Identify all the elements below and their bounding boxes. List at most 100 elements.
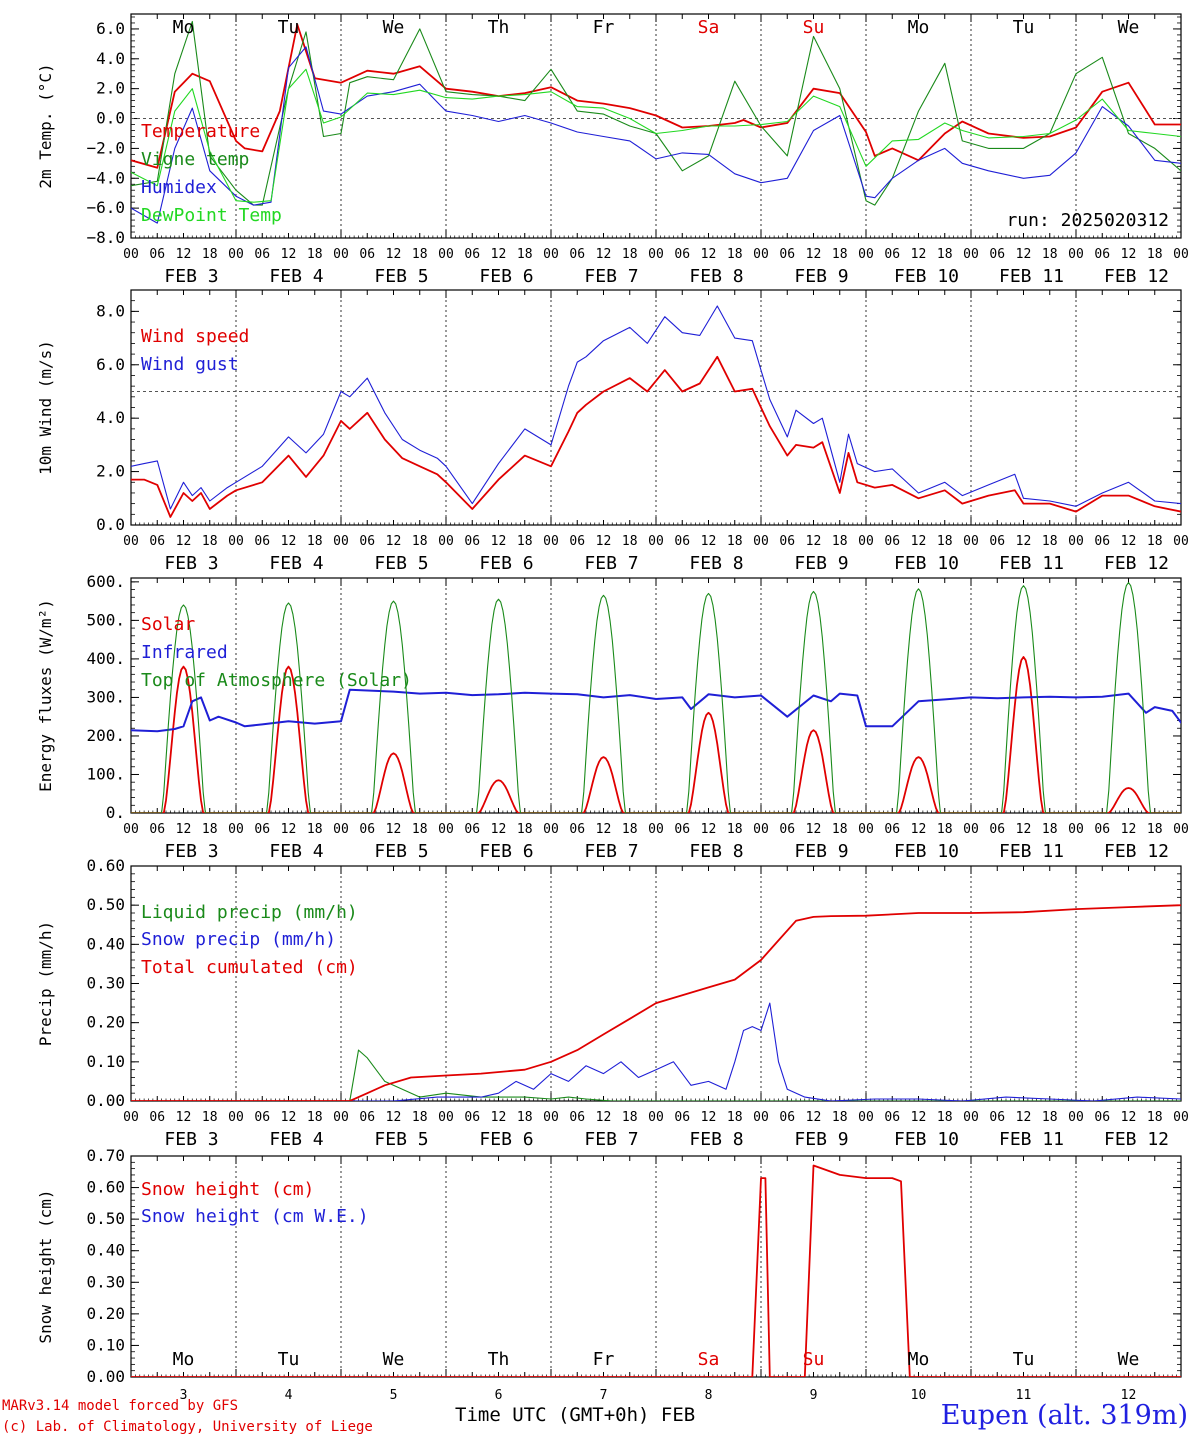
hour-tick-label: 18 bbox=[412, 1110, 428, 1125]
hour-tick-label: 00 bbox=[543, 247, 559, 262]
hour-tick-label: 18 bbox=[412, 822, 428, 837]
hour-tick-label: 00 bbox=[753, 822, 769, 837]
weekday-label: Fr bbox=[593, 17, 615, 38]
hour-tick-label: 00 bbox=[753, 1110, 769, 1125]
weekday-label: Mo bbox=[173, 1349, 195, 1370]
hour-tick-label: 06 bbox=[149, 247, 165, 262]
y-tick-label: 4.0 bbox=[96, 49, 125, 68]
series-line-wind-speed bbox=[131, 355, 1181, 518]
date-label: FEB 3 bbox=[164, 1129, 218, 1150]
hour-tick-label: 12 bbox=[281, 822, 297, 837]
hour-tick-label: 18 bbox=[727, 247, 743, 262]
date-label: FEB 12 bbox=[1104, 1129, 1169, 1150]
hour-tick-label: 06 bbox=[254, 534, 270, 549]
hour-tick-label: 06 bbox=[989, 822, 1005, 837]
hour-tick-label: 00 bbox=[123, 1110, 139, 1125]
hour-tick-label: 12 bbox=[1016, 1110, 1032, 1125]
y-tick-label: 0.70 bbox=[86, 1146, 125, 1165]
hour-tick-label: 06 bbox=[359, 822, 375, 837]
date-label: FEB 6 bbox=[479, 266, 533, 287]
hour-tick-label: 06 bbox=[1094, 822, 1110, 837]
hour-tick-label: 18 bbox=[832, 247, 848, 262]
hour-tick-label: 18 bbox=[937, 1110, 953, 1125]
hour-tick-label: 18 bbox=[202, 534, 218, 549]
weekday-label: Tu bbox=[278, 1349, 300, 1370]
y-tick-label: 4.0 bbox=[96, 408, 125, 427]
date-label: FEB 5 bbox=[374, 266, 428, 287]
hour-tick-label: 00 bbox=[648, 1110, 664, 1125]
hour-tick-label: 00 bbox=[963, 822, 979, 837]
y-tick-label: −8.0 bbox=[86, 228, 125, 247]
legend-entry: Snow precip (mm/h) bbox=[141, 929, 336, 950]
series-line-liquid-precip-mm-h- bbox=[131, 1049, 1181, 1101]
hour-tick-label: 00 bbox=[648, 247, 664, 262]
y-axis-label: Energy fluxes (W/m²) bbox=[36, 599, 55, 792]
date-label: FEB 10 bbox=[894, 1129, 959, 1150]
hour-tick-label: 06 bbox=[464, 247, 480, 262]
legend-entry: Solar bbox=[141, 614, 195, 635]
day-number-label: 9 bbox=[810, 1388, 818, 1403]
hour-tick-label: 18 bbox=[1147, 1110, 1163, 1125]
hour-tick-label: 06 bbox=[464, 534, 480, 549]
date-label: FEB 4 bbox=[269, 841, 323, 862]
hour-tick-label: 18 bbox=[1042, 534, 1058, 549]
hour-tick-label: 12 bbox=[1121, 822, 1137, 837]
hour-tick-label: 18 bbox=[622, 247, 638, 262]
hour-tick-label: 12 bbox=[806, 247, 822, 262]
y-tick-label: 0.0 bbox=[96, 109, 125, 128]
series-line-infrared bbox=[131, 688, 1181, 733]
series-line-snow-height-cm- bbox=[131, 1164, 1181, 1377]
panel-1: 00 06 12 18 00 06 12 18 00 06 12 18 00 06 12 18 00 06 12 18… bbox=[36, 13, 1189, 287]
hour-tick-label: 12 bbox=[281, 534, 297, 549]
hour-tick-label: 06 bbox=[569, 534, 585, 549]
hour-tick-label: 18 bbox=[307, 822, 323, 837]
model-credit: MARv3.14 model forced by GFS bbox=[2, 1398, 239, 1414]
hour-tick-label: 06 bbox=[149, 1110, 165, 1125]
y-tick-label: 100. bbox=[86, 764, 125, 783]
y-axis-label: Snow height (cm) bbox=[36, 1189, 55, 1343]
hour-tick-label: 00 bbox=[438, 534, 454, 549]
hour-tick-label: 00 bbox=[1173, 822, 1189, 837]
hour-tick-label: 18 bbox=[202, 247, 218, 262]
hour-tick-label: 12 bbox=[1121, 1110, 1137, 1125]
hour-tick-label: 12 bbox=[491, 534, 507, 549]
hour-tick-label: 12 bbox=[806, 534, 822, 549]
hour-tick-label: 00 bbox=[228, 822, 244, 837]
weekday-label: Mo bbox=[908, 17, 930, 38]
hour-tick-label: 00 bbox=[1068, 534, 1084, 549]
hour-tick-label: 12 bbox=[491, 1110, 507, 1125]
hour-tick-label: 06 bbox=[149, 534, 165, 549]
hour-tick-label: 12 bbox=[491, 247, 507, 262]
hour-tick-label: 18 bbox=[412, 534, 428, 549]
weekday-label: Tu bbox=[1013, 17, 1035, 38]
hour-tick-label: 00 bbox=[438, 247, 454, 262]
y-tick-label: 400. bbox=[86, 649, 125, 668]
hour-tick-label: 18 bbox=[937, 247, 953, 262]
hour-tick-label: 18 bbox=[517, 822, 533, 837]
y-tick-label: 0.30 bbox=[86, 974, 125, 993]
hour-tick-label: 00 bbox=[753, 534, 769, 549]
hour-tick-label: 12 bbox=[911, 534, 927, 549]
hour-tick-label: 06 bbox=[569, 1110, 585, 1125]
hour-tick-label: 18 bbox=[412, 247, 428, 262]
y-axis-label: Precip (mm/h) bbox=[36, 921, 55, 1046]
date-label: FEB 11 bbox=[999, 553, 1064, 574]
y-tick-label: 2.0 bbox=[96, 79, 125, 98]
date-label: FEB 11 bbox=[999, 266, 1064, 287]
date-label: FEB 3 bbox=[164, 841, 218, 862]
hour-tick-label: 06 bbox=[1094, 1110, 1110, 1125]
legend-entry: Temperature bbox=[141, 121, 260, 142]
hour-tick-label: 12 bbox=[701, 1110, 717, 1125]
legend-entry: DewPoint Temp bbox=[141, 205, 282, 226]
date-label: FEB 7 bbox=[584, 553, 638, 574]
station-name: Eupen (alt. 319m) bbox=[940, 1400, 1188, 1431]
hour-tick-label: 00 bbox=[543, 534, 559, 549]
hour-tick-label: 18 bbox=[622, 1110, 638, 1125]
hour-tick-label: 06 bbox=[884, 534, 900, 549]
y-tick-label: 8.0 bbox=[96, 301, 125, 320]
hour-tick-label: 06 bbox=[884, 247, 900, 262]
hour-tick-label: 00 bbox=[963, 247, 979, 262]
panel-4: 00 06 12 18 00 06 12 18 00 06 12 18 00 06 12 18 00 06 12 18… bbox=[36, 856, 1189, 1150]
hour-tick-label: 00 bbox=[1068, 822, 1084, 837]
